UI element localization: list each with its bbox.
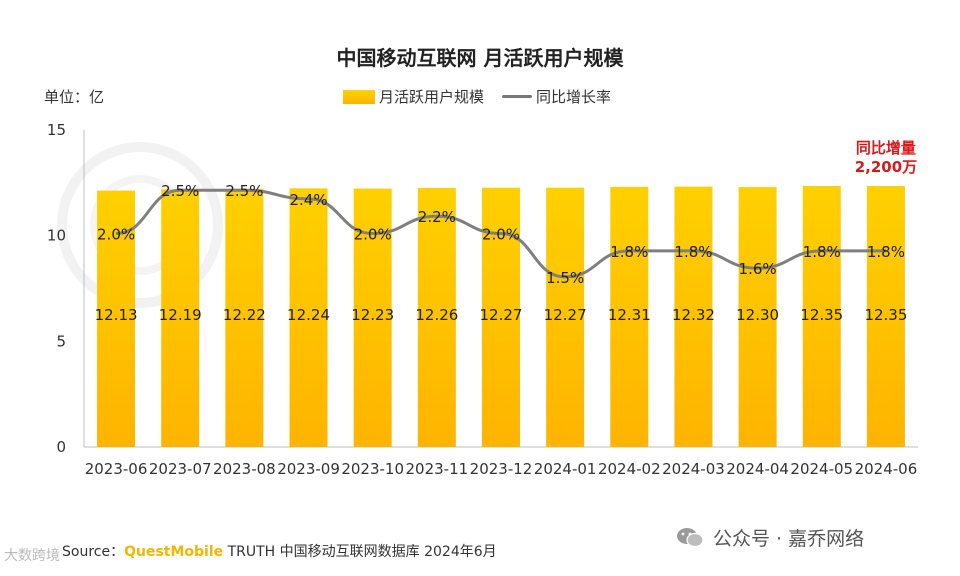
bar-value-label: 12.27 [480, 306, 523, 324]
bar-value-label: 12.30 [736, 306, 779, 324]
growth-rate-line [115, 188, 886, 279]
legend-label-line: 同比增长率 [536, 88, 612, 106]
bar-2024-05 [802, 186, 841, 447]
y-tick-label: 15 [47, 121, 66, 139]
growth-rate-label: 1.8% [610, 243, 648, 261]
y-tick-label: 0 [56, 438, 66, 456]
bar-2024-01 [546, 187, 585, 447]
x-tick-label: 2023-07 [149, 460, 212, 478]
x-tick-label: 2023-10 [341, 460, 404, 478]
source-text: TRUTH 中国移动互联网数据库 2024年6月 [223, 544, 497, 560]
bar-2023-11 [417, 187, 456, 447]
bar-value-label: 12.22 [223, 306, 266, 324]
growth-rate-label: 1.8% [867, 243, 905, 261]
x-tick-label: 2024-04 [726, 460, 789, 478]
x-tick-label: 2024-01 [534, 460, 597, 478]
x-tick-label: 2024-02 [598, 460, 661, 478]
wechat-icon [677, 527, 704, 547]
growth-rate-label: 1.5% [546, 269, 584, 287]
x-tick-label: 2023-06 [85, 460, 148, 478]
bar-2024-04 [738, 187, 777, 447]
chart-title: 中国移动互联网 月活跃用户规模 [336, 46, 624, 70]
growth-rate-label: 2.5% [225, 182, 263, 200]
bar-2023-12 [482, 187, 520, 447]
x-tick-label: 2023-08 [213, 460, 276, 478]
x-tick-label: 2023-11 [406, 460, 469, 478]
annotation-label: 同比增量 [856, 139, 916, 157]
bar-value-label: 12.26 [415, 306, 458, 324]
bar-value-label: 12.23 [351, 306, 394, 324]
legend-label-bar: 月活跃用户规模 [379, 88, 485, 106]
legend-swatch-line [502, 95, 533, 98]
growth-rate-label: 1.8% [674, 243, 712, 261]
bar-value-label: 12.19 [159, 306, 202, 324]
bar-2024-06 [866, 186, 905, 447]
growth-rate-label: 2.4% [289, 191, 327, 209]
background-watermark-circle [57, 142, 223, 308]
bar-value-label: 12.35 [800, 306, 843, 324]
y-tick-label: 10 [47, 227, 66, 245]
bar-2023-08 [225, 188, 264, 447]
growth-rate-label: 2.0% [97, 226, 135, 244]
bar-value-label: 12.35 [864, 306, 907, 324]
x-tick-label: 2023-09 [277, 460, 340, 478]
x-tick-label: 2024-05 [790, 460, 853, 478]
watermark: 公众号 · 嘉乔网络 [675, 524, 864, 551]
bar-value-label: 12.27 [544, 306, 587, 324]
source-brand: QuestMobile [124, 544, 224, 560]
growth-rate-label: 1.8% [803, 243, 841, 261]
bar-value-label: 12.31 [608, 306, 651, 324]
x-tick-label: 2024-03 [662, 460, 725, 478]
source-note: Source：QuestMobile TRUTH 中国移动互联网数据库 2024… [62, 541, 497, 561]
corner-mark: 大数跨境 [4, 545, 60, 565]
growth-rate-label: 2.2% [418, 208, 456, 226]
legend-item-bar: 月活跃用户规模 [343, 86, 484, 107]
watermark-text: 公众号 · 嘉乔网络 [713, 528, 865, 550]
y-tick-label: 5 [56, 332, 66, 350]
growth-rate-label: 2.0% [354, 226, 392, 244]
bar-2024-02 [610, 186, 649, 447]
x-tick-label: 2024-06 [855, 460, 918, 478]
growth-rate-label: 1.6% [739, 260, 777, 278]
growth-rate-label: 2.5% [161, 182, 199, 200]
legend: 月活跃用户规模 同比增长率 [343, 86, 611, 107]
growth-rate-label: 2.0% [482, 226, 520, 244]
legend-item-line: 同比增长率 [502, 86, 611, 107]
bar-2023-09 [289, 188, 328, 447]
x-tick-label: 2023-12 [470, 460, 533, 478]
source-prefix: Source： [62, 544, 125, 560]
corner-mark-text: 大数跨境 [4, 548, 60, 564]
bar-value-label: 12.24 [287, 306, 330, 324]
legend-swatch-bar [343, 89, 375, 104]
annotation-value: 2,200万 [855, 158, 917, 176]
unit-label: 单位：亿 [44, 88, 105, 106]
bar-2023-07 [161, 189, 200, 447]
bar-value-label: 12.13 [95, 306, 138, 324]
bar-value-label: 12.32 [672, 306, 715, 324]
bar-2024-03 [674, 186, 713, 447]
